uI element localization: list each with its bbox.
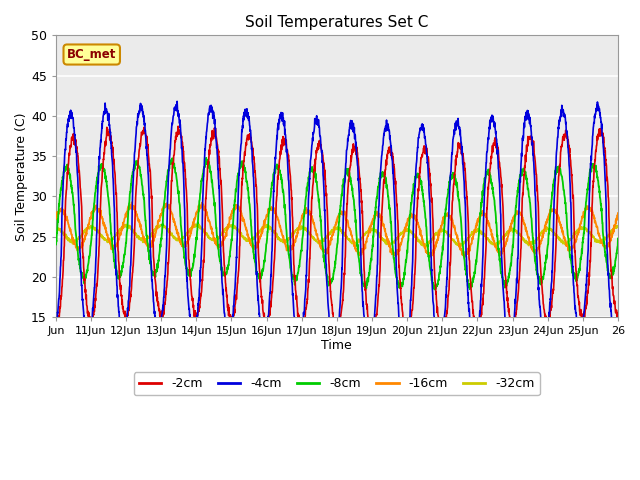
-8cm: [431, 287, 439, 293]
-2cm: [52, 321, 60, 327]
-16cm: [607, 238, 614, 243]
-16cm: [128, 200, 136, 205]
-32cm: [423, 244, 431, 250]
-16cm: [461, 254, 468, 260]
-4cm: [108, 155, 116, 161]
-2cm: [538, 288, 546, 293]
Text: BC_met: BC_met: [67, 48, 116, 61]
-4cm: [230, 303, 237, 309]
-32cm: [230, 224, 237, 229]
-32cm: [52, 224, 60, 230]
-8cm: [52, 242, 60, 248]
-8cm: [202, 155, 210, 161]
-8cm: [538, 276, 546, 282]
-2cm: [174, 123, 182, 129]
-16cm: [538, 235, 546, 241]
-16cm: [108, 243, 116, 249]
-4cm: [507, 338, 515, 344]
Line: -32cm: -32cm: [56, 224, 618, 247]
-32cm: [538, 228, 546, 234]
-2cm: [507, 323, 515, 329]
-2cm: [404, 334, 412, 340]
-4cm: [607, 304, 614, 310]
Title: Soil Temperatures Set C: Soil Temperatures Set C: [245, 15, 429, 30]
-8cm: [607, 273, 614, 279]
-32cm: [507, 226, 515, 232]
-2cm: [230, 313, 237, 319]
Line: -8cm: -8cm: [56, 158, 618, 290]
-16cm: [371, 215, 379, 220]
-16cm: [230, 209, 237, 215]
Legend: -2cm, -4cm, -8cm, -16cm, -32cm: -2cm, -4cm, -8cm, -16cm, -32cm: [134, 372, 540, 396]
-32cm: [614, 224, 622, 230]
-32cm: [371, 228, 379, 233]
-32cm: [108, 237, 116, 243]
-32cm: [607, 230, 614, 236]
Y-axis label: Soil Temperature (C): Soil Temperature (C): [15, 112, 28, 240]
X-axis label: Time: Time: [321, 339, 352, 352]
-32cm: [191, 221, 199, 227]
-8cm: [230, 213, 237, 219]
-8cm: [507, 263, 515, 269]
Line: -2cm: -2cm: [56, 126, 618, 337]
-8cm: [108, 236, 116, 241]
-4cm: [173, 98, 181, 104]
Line: -16cm: -16cm: [56, 203, 618, 257]
-4cm: [538, 326, 546, 332]
-2cm: [371, 324, 379, 329]
-4cm: [400, 353, 408, 359]
-16cm: [614, 210, 622, 216]
-8cm: [371, 214, 379, 220]
-2cm: [614, 312, 622, 318]
-16cm: [52, 216, 60, 222]
-4cm: [52, 324, 60, 330]
-4cm: [371, 309, 379, 314]
-2cm: [607, 255, 614, 261]
-8cm: [614, 236, 622, 241]
-4cm: [614, 318, 622, 324]
Line: -4cm: -4cm: [56, 101, 618, 356]
-16cm: [507, 226, 515, 231]
-2cm: [108, 144, 116, 150]
